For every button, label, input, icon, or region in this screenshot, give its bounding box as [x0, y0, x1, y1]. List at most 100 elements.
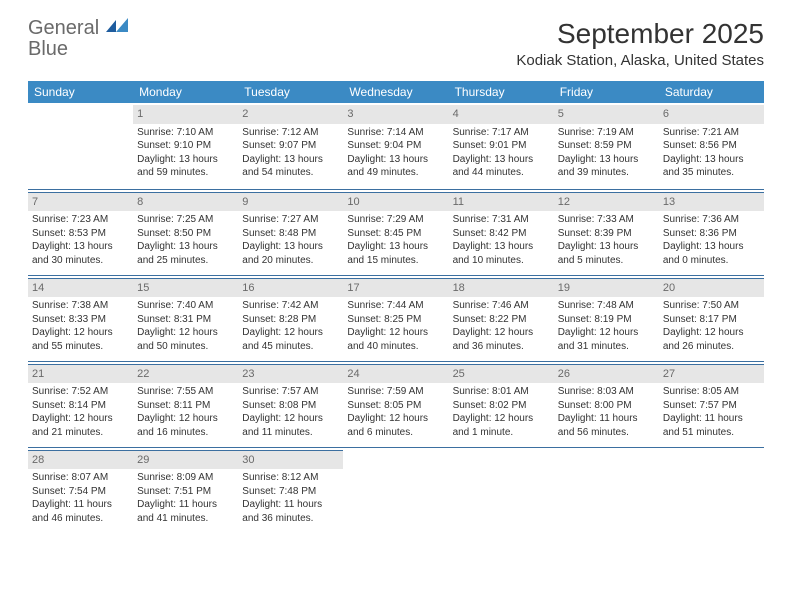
calendar-week-row: 1Sunrise: 7:10 AMSunset: 9:10 PMDaylight…	[28, 103, 764, 189]
location-text: Kodiak Station, Alaska, United States	[516, 52, 764, 69]
sunrise-text: Sunrise: 7:25 AM	[137, 213, 234, 227]
day2-text: and 5 minutes.	[558, 254, 655, 268]
day-number: 10	[343, 192, 448, 212]
calendar-day-cell: 8Sunrise: 7:25 AMSunset: 8:50 PMDaylight…	[133, 189, 238, 275]
day-number: 28	[28, 450, 133, 470]
sunrise-text: Sunrise: 7:23 AM	[32, 213, 129, 227]
day-number: 18	[449, 278, 554, 298]
sunset-text: Sunset: 8:00 PM	[558, 399, 655, 413]
day2-text: and 56 minutes.	[558, 426, 655, 440]
day1-text: Daylight: 13 hours	[32, 240, 129, 254]
sunrise-text: Sunrise: 7:17 AM	[453, 126, 550, 140]
calendar-day-cell: 15Sunrise: 7:40 AMSunset: 8:31 PMDayligh…	[133, 275, 238, 361]
sunset-text: Sunset: 7:54 PM	[32, 485, 129, 499]
calendar-day-cell: 3Sunrise: 7:14 AMSunset: 9:04 PMDaylight…	[343, 103, 448, 189]
day1-text: Daylight: 12 hours	[663, 326, 760, 340]
day-details: Sunrise: 8:12 AMSunset: 7:48 PMDaylight:…	[242, 471, 339, 525]
day1-text: Daylight: 12 hours	[137, 326, 234, 340]
logo-text: General Blue	[28, 18, 128, 60]
day-details: Sunrise: 7:59 AMSunset: 8:05 PMDaylight:…	[347, 385, 444, 439]
calendar-week-row: 7Sunrise: 7:23 AMSunset: 8:53 PMDaylight…	[28, 189, 764, 275]
sunset-text: Sunset: 8:33 PM	[32, 313, 129, 327]
calendar-day-cell	[554, 447, 659, 533]
day2-text: and 55 minutes.	[32, 340, 129, 354]
day2-text: and 39 minutes.	[558, 166, 655, 180]
day-number: 15	[133, 278, 238, 298]
sunset-text: Sunset: 8:17 PM	[663, 313, 760, 327]
calendar-week-row: 21Sunrise: 7:52 AMSunset: 8:14 PMDayligh…	[28, 361, 764, 447]
sunrise-text: Sunrise: 7:27 AM	[242, 213, 339, 227]
sunrise-text: Sunrise: 7:14 AM	[347, 126, 444, 140]
day2-text: and 44 minutes.	[453, 166, 550, 180]
sunset-text: Sunset: 9:07 PM	[242, 139, 339, 153]
weekday-header: Wednesday	[343, 81, 448, 103]
sunset-text: Sunset: 8:05 PM	[347, 399, 444, 413]
day2-text: and 26 minutes.	[663, 340, 760, 354]
day-details: Sunrise: 7:46 AMSunset: 8:22 PMDaylight:…	[453, 299, 550, 353]
weekday-header: Friday	[554, 81, 659, 103]
calendar-day-cell: 9Sunrise: 7:27 AMSunset: 8:48 PMDaylight…	[238, 189, 343, 275]
day2-text: and 15 minutes.	[347, 254, 444, 268]
calendar-day-cell: 6Sunrise: 7:21 AMSunset: 8:56 PMDaylight…	[659, 103, 764, 189]
day1-text: Daylight: 12 hours	[453, 412, 550, 426]
sunrise-text: Sunrise: 7:46 AM	[453, 299, 550, 313]
sunrise-text: Sunrise: 7:12 AM	[242, 126, 339, 140]
day2-text: and 51 minutes.	[663, 426, 760, 440]
day1-text: Daylight: 13 hours	[242, 153, 339, 167]
day1-text: Daylight: 13 hours	[137, 153, 234, 167]
calendar-day-cell: 17Sunrise: 7:44 AMSunset: 8:25 PMDayligh…	[343, 275, 448, 361]
calendar-day-cell: 11Sunrise: 7:31 AMSunset: 8:42 PMDayligh…	[449, 189, 554, 275]
calendar-week-row: 14Sunrise: 7:38 AMSunset: 8:33 PMDayligh…	[28, 275, 764, 361]
sunrise-text: Sunrise: 7:44 AM	[347, 299, 444, 313]
day1-text: Daylight: 12 hours	[242, 326, 339, 340]
day2-text: and 21 minutes.	[32, 426, 129, 440]
weekday-header: Saturday	[659, 81, 764, 103]
sunrise-text: Sunrise: 7:59 AM	[347, 385, 444, 399]
sunset-text: Sunset: 8:28 PM	[242, 313, 339, 327]
day2-text: and 25 minutes.	[137, 254, 234, 268]
sunrise-text: Sunrise: 7:29 AM	[347, 213, 444, 227]
day2-text: and 31 minutes.	[558, 340, 655, 354]
day1-text: Daylight: 11 hours	[32, 498, 129, 512]
day2-text: and 46 minutes.	[32, 512, 129, 526]
sunrise-text: Sunrise: 7:48 AM	[558, 299, 655, 313]
sunset-text: Sunset: 8:42 PM	[453, 227, 550, 241]
day1-text: Daylight: 12 hours	[32, 326, 129, 340]
sunrise-text: Sunrise: 7:50 AM	[663, 299, 760, 313]
sunset-text: Sunset: 8:50 PM	[137, 227, 234, 241]
sunrise-text: Sunrise: 7:31 AM	[453, 213, 550, 227]
day2-text: and 40 minutes.	[347, 340, 444, 354]
logo-word-general: General	[28, 17, 99, 39]
day-number: 9	[238, 192, 343, 212]
day-details: Sunrise: 7:50 AMSunset: 8:17 PMDaylight:…	[663, 299, 760, 353]
sunrise-text: Sunrise: 7:19 AM	[558, 126, 655, 140]
day2-text: and 36 minutes.	[242, 512, 339, 526]
day-details: Sunrise: 7:48 AMSunset: 8:19 PMDaylight:…	[558, 299, 655, 353]
calendar-day-cell: 18Sunrise: 7:46 AMSunset: 8:22 PMDayligh…	[449, 275, 554, 361]
calendar-day-cell: 21Sunrise: 7:52 AMSunset: 8:14 PMDayligh…	[28, 361, 133, 447]
sunset-text: Sunset: 8:25 PM	[347, 313, 444, 327]
day1-text: Daylight: 13 hours	[347, 153, 444, 167]
day2-text: and 6 minutes.	[347, 426, 444, 440]
day1-text: Daylight: 12 hours	[347, 412, 444, 426]
day-number: 7	[28, 192, 133, 212]
calendar-table: Sunday Monday Tuesday Wednesday Thursday…	[28, 81, 764, 533]
sunset-text: Sunset: 7:57 PM	[663, 399, 760, 413]
sunrise-text: Sunrise: 7:10 AM	[137, 126, 234, 140]
day1-text: Daylight: 13 hours	[453, 153, 550, 167]
day-number: 22	[133, 364, 238, 384]
calendar-day-cell: 16Sunrise: 7:42 AMSunset: 8:28 PMDayligh…	[238, 275, 343, 361]
day2-text: and 41 minutes.	[137, 512, 234, 526]
sunset-text: Sunset: 8:45 PM	[347, 227, 444, 241]
day-number: 11	[449, 192, 554, 212]
weekday-header: Monday	[133, 81, 238, 103]
day1-text: Daylight: 12 hours	[137, 412, 234, 426]
day2-text: and 11 minutes.	[242, 426, 339, 440]
calendar-day-cell: 2Sunrise: 7:12 AMSunset: 9:07 PMDaylight…	[238, 103, 343, 189]
day-number: 21	[28, 364, 133, 384]
day-number: 6	[659, 105, 764, 124]
logo-word-blue: Blue	[28, 38, 68, 60]
day-number: 29	[133, 450, 238, 470]
day-details: Sunrise: 7:55 AMSunset: 8:11 PMDaylight:…	[137, 385, 234, 439]
day-number: 12	[554, 192, 659, 212]
